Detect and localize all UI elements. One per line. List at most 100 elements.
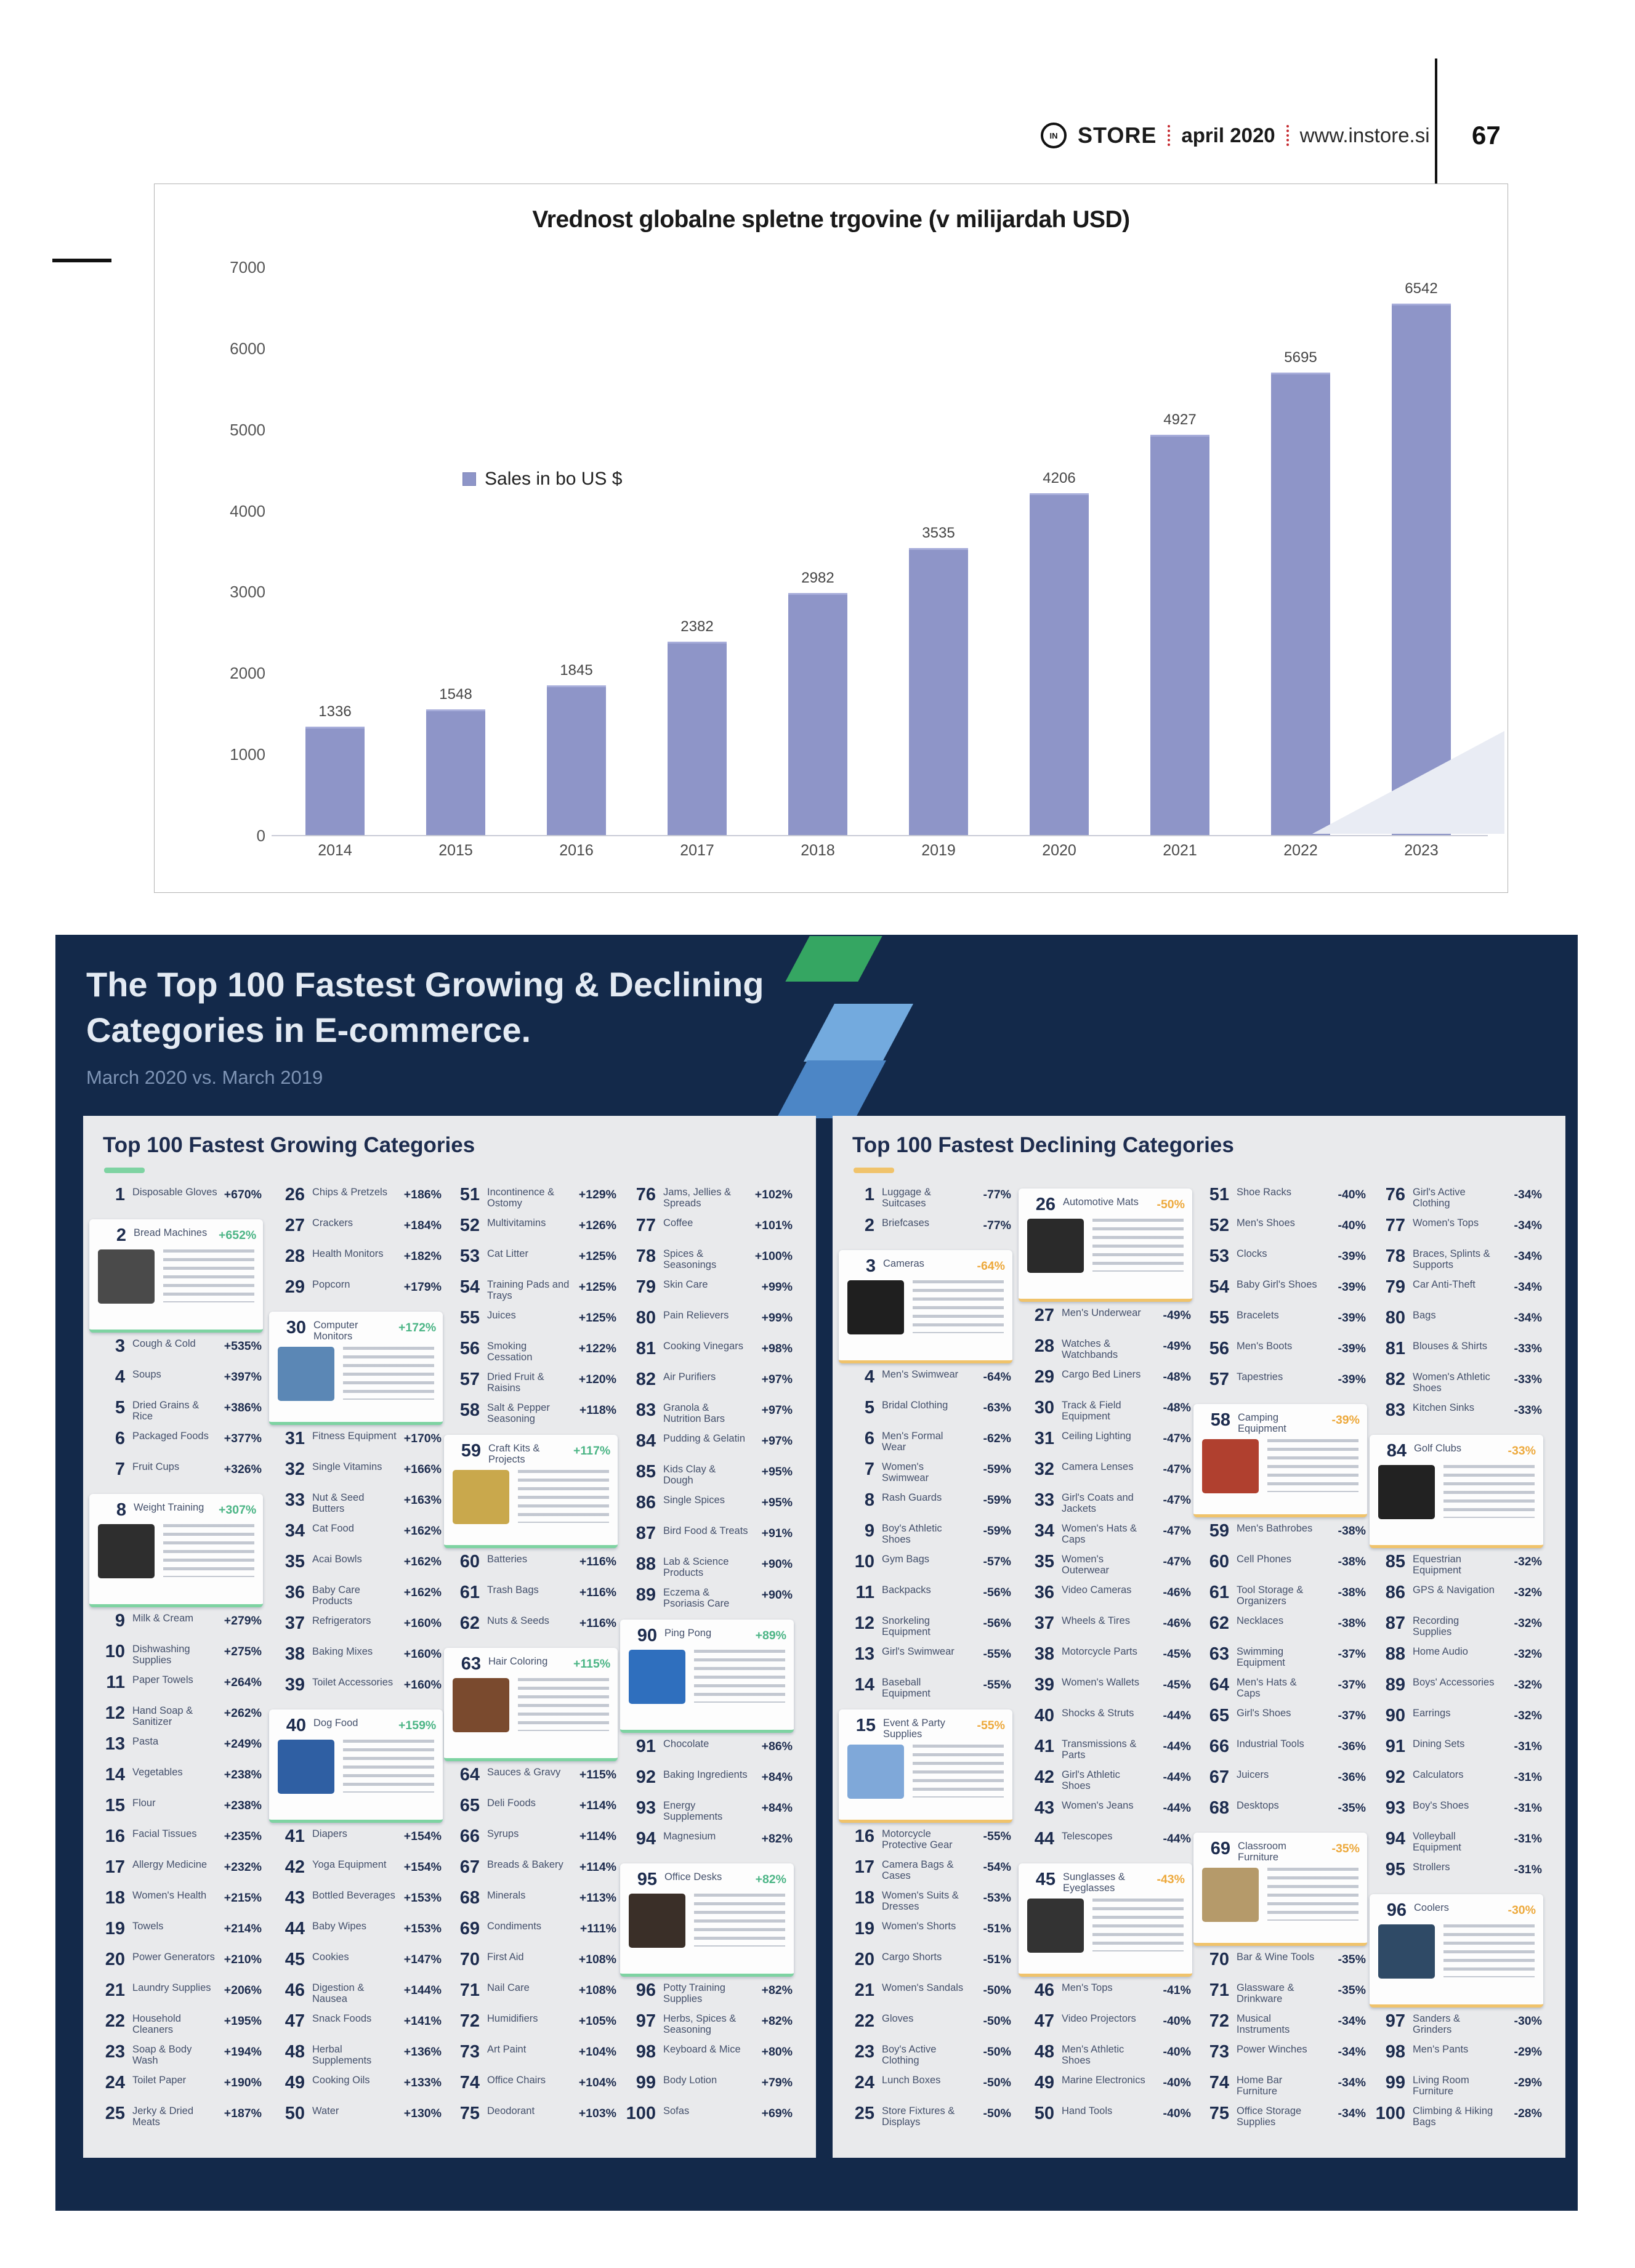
category-rank: 58	[1210, 1410, 1230, 1430]
y-tick-label: 7000	[230, 258, 265, 276]
category-rank: 31	[1034, 1429, 1054, 1448]
category-name: Cat Litter	[487, 1248, 528, 1259]
category-rank: 43	[1034, 1798, 1054, 1818]
bar-value-label: 5695	[1284, 349, 1317, 366]
category-change: +115%	[573, 1657, 611, 1671]
category-rank: 45	[285, 1950, 305, 1969]
category-rank: 73	[459, 2042, 480, 2062]
category-rank: 4	[864, 1367, 874, 1387]
category-name: Event & Party Supplies	[883, 1717, 945, 1740]
category-change: +114%	[579, 1860, 616, 1874]
list-item: 39 Women's Wallets -45%	[1019, 1675, 1192, 1706]
category-rank: 75	[459, 2104, 480, 2123]
category-rank: 62	[459, 1613, 480, 1633]
category-change: -50%	[983, 2045, 1011, 2059]
list-item: 41 Transmissions & Parts -44%	[1019, 1737, 1192, 1767]
category-change: +166%	[403, 1463, 442, 1476]
list-item: 71 Glassware & Drinkware -35%	[1193, 1980, 1367, 2011]
dotted-separator-icon	[1286, 125, 1289, 146]
list-item: 80 Bags -34%	[1370, 1308, 1543, 1339]
category-change: +215%	[224, 1891, 262, 1905]
list-item: 20 Cargo Shorts -51%	[839, 1950, 1012, 1980]
category-name: Camera Lenses	[1062, 1461, 1134, 1472]
category-change: -38%	[1338, 1524, 1366, 1538]
category-name: Women's Health	[132, 1890, 207, 1901]
category-rank: 64	[1209, 1675, 1229, 1695]
category-rank: 35	[1034, 1552, 1054, 1572]
category-change: +184%	[403, 1219, 442, 1232]
category-rank: 78	[1385, 1246, 1405, 1266]
category-rank: 30	[286, 1318, 306, 1338]
category-rank: 49	[285, 2073, 305, 2092]
chart-bar	[305, 727, 365, 835]
list-item: 49 Marine Electronics -40%	[1019, 2073, 1192, 2104]
category-change: +195%	[224, 2014, 262, 2028]
list-item: 66 Industrial Tools -36%	[1193, 1737, 1367, 1767]
category-change: +90%	[761, 1557, 793, 1571]
x-tick-label: 2015	[438, 842, 473, 859]
list-item: 10 Dishwashing Supplies +275%	[89, 1642, 263, 1673]
list-item: 57 Tapestries -39%	[1193, 1370, 1367, 1400]
category-name: Multivitamins	[487, 1217, 546, 1229]
card-description-text	[913, 1745, 1004, 1798]
infographic-title-line2: Categories in E-commerce.	[86, 1011, 531, 1049]
category-change: +117%	[573, 1444, 611, 1458]
category-name: Camera Bags & Cases	[882, 1859, 954, 1881]
category-change: +82%	[761, 1983, 793, 1997]
category-change: +153%	[403, 1922, 442, 1935]
category-change: -77%	[983, 1219, 1011, 1232]
category-change: -55%	[983, 1830, 1011, 1843]
category-rank: 81	[636, 1339, 656, 1358]
category-name: Health Monitors	[312, 1248, 384, 1259]
category-change: -34%	[1514, 1188, 1542, 1201]
x-tick-label: 2017	[680, 842, 714, 859]
category-rank: 61	[1209, 1583, 1229, 1602]
category-name: Jams, Jellies & Spreads	[663, 1187, 732, 1209]
category-rank: 15	[855, 1716, 876, 1735]
category-change: -36%	[1338, 1770, 1366, 1784]
category-name: Soups	[132, 1369, 161, 1380]
highlight-card: 30 Computer Monitors +172%	[269, 1312, 443, 1425]
party-supplies-image	[847, 1745, 904, 1799]
category-name: Towels	[132, 1921, 164, 1932]
category-rank: 79	[1385, 1277, 1405, 1297]
stackline-infographic: The Top 100 Fastest Growing & Declining …	[55, 935, 1578, 2211]
category-change: +162%	[403, 1524, 442, 1538]
category-name: Kids Clay & Dough	[663, 1464, 716, 1486]
category-name: Golf Clubs	[1414, 1443, 1462, 1454]
category-name: Women's Tops	[1413, 1217, 1479, 1229]
category-change: +114%	[579, 1799, 616, 1812]
category-name: Body Lotion	[663, 2075, 717, 2086]
category-change: +104%	[578, 2045, 616, 2059]
category-name: Single Vitamins	[312, 1461, 382, 1472]
list-item: 65 Girl's Shoes -37%	[1193, 1706, 1367, 1737]
category-rank: 42	[285, 1857, 305, 1877]
list-item: 37 Wheels & Tires -46%	[1019, 1613, 1192, 1644]
category-rank: 17	[854, 1857, 874, 1877]
chart-bar	[1030, 493, 1089, 835]
category-rank: 58	[459, 1400, 480, 1420]
category-change: +122%	[578, 1342, 616, 1355]
list-item: 17 Allergy Medicine +232%	[89, 1857, 263, 1888]
category-name: Women's Jeans	[1062, 1800, 1134, 1811]
legend-swatch-icon	[462, 472, 476, 486]
category-rank: 13	[105, 1734, 125, 1754]
category-change: -47%	[1163, 1555, 1191, 1568]
category-change: -47%	[1163, 1524, 1191, 1538]
category-name: Water	[312, 2105, 339, 2117]
category-rank: 1	[864, 1185, 874, 1205]
category-name: Paper Towels	[132, 1674, 193, 1685]
list-item: 62 Nuts & Seeds +116%	[444, 1613, 618, 1644]
category-rank: 95	[637, 1870, 657, 1889]
category-change: -40%	[1163, 2045, 1191, 2059]
category-change: +115%	[579, 1768, 616, 1782]
ping-pong-table-image	[629, 1650, 685, 1704]
highlight-card: 90 Ping Pong +89%	[620, 1620, 794, 1733]
list-item: 81 Blouses & Shirts -33%	[1370, 1339, 1543, 1370]
list-item: 12 Snorkeling Equipment -56%	[839, 1613, 1012, 1644]
category-change: -40%	[1338, 1188, 1366, 1201]
category-change: +84%	[761, 1770, 793, 1784]
list-item: 4 Soups +397%	[89, 1367, 263, 1398]
category-name: Art Paint	[487, 2044, 527, 2055]
category-change: +108%	[578, 1983, 616, 1997]
